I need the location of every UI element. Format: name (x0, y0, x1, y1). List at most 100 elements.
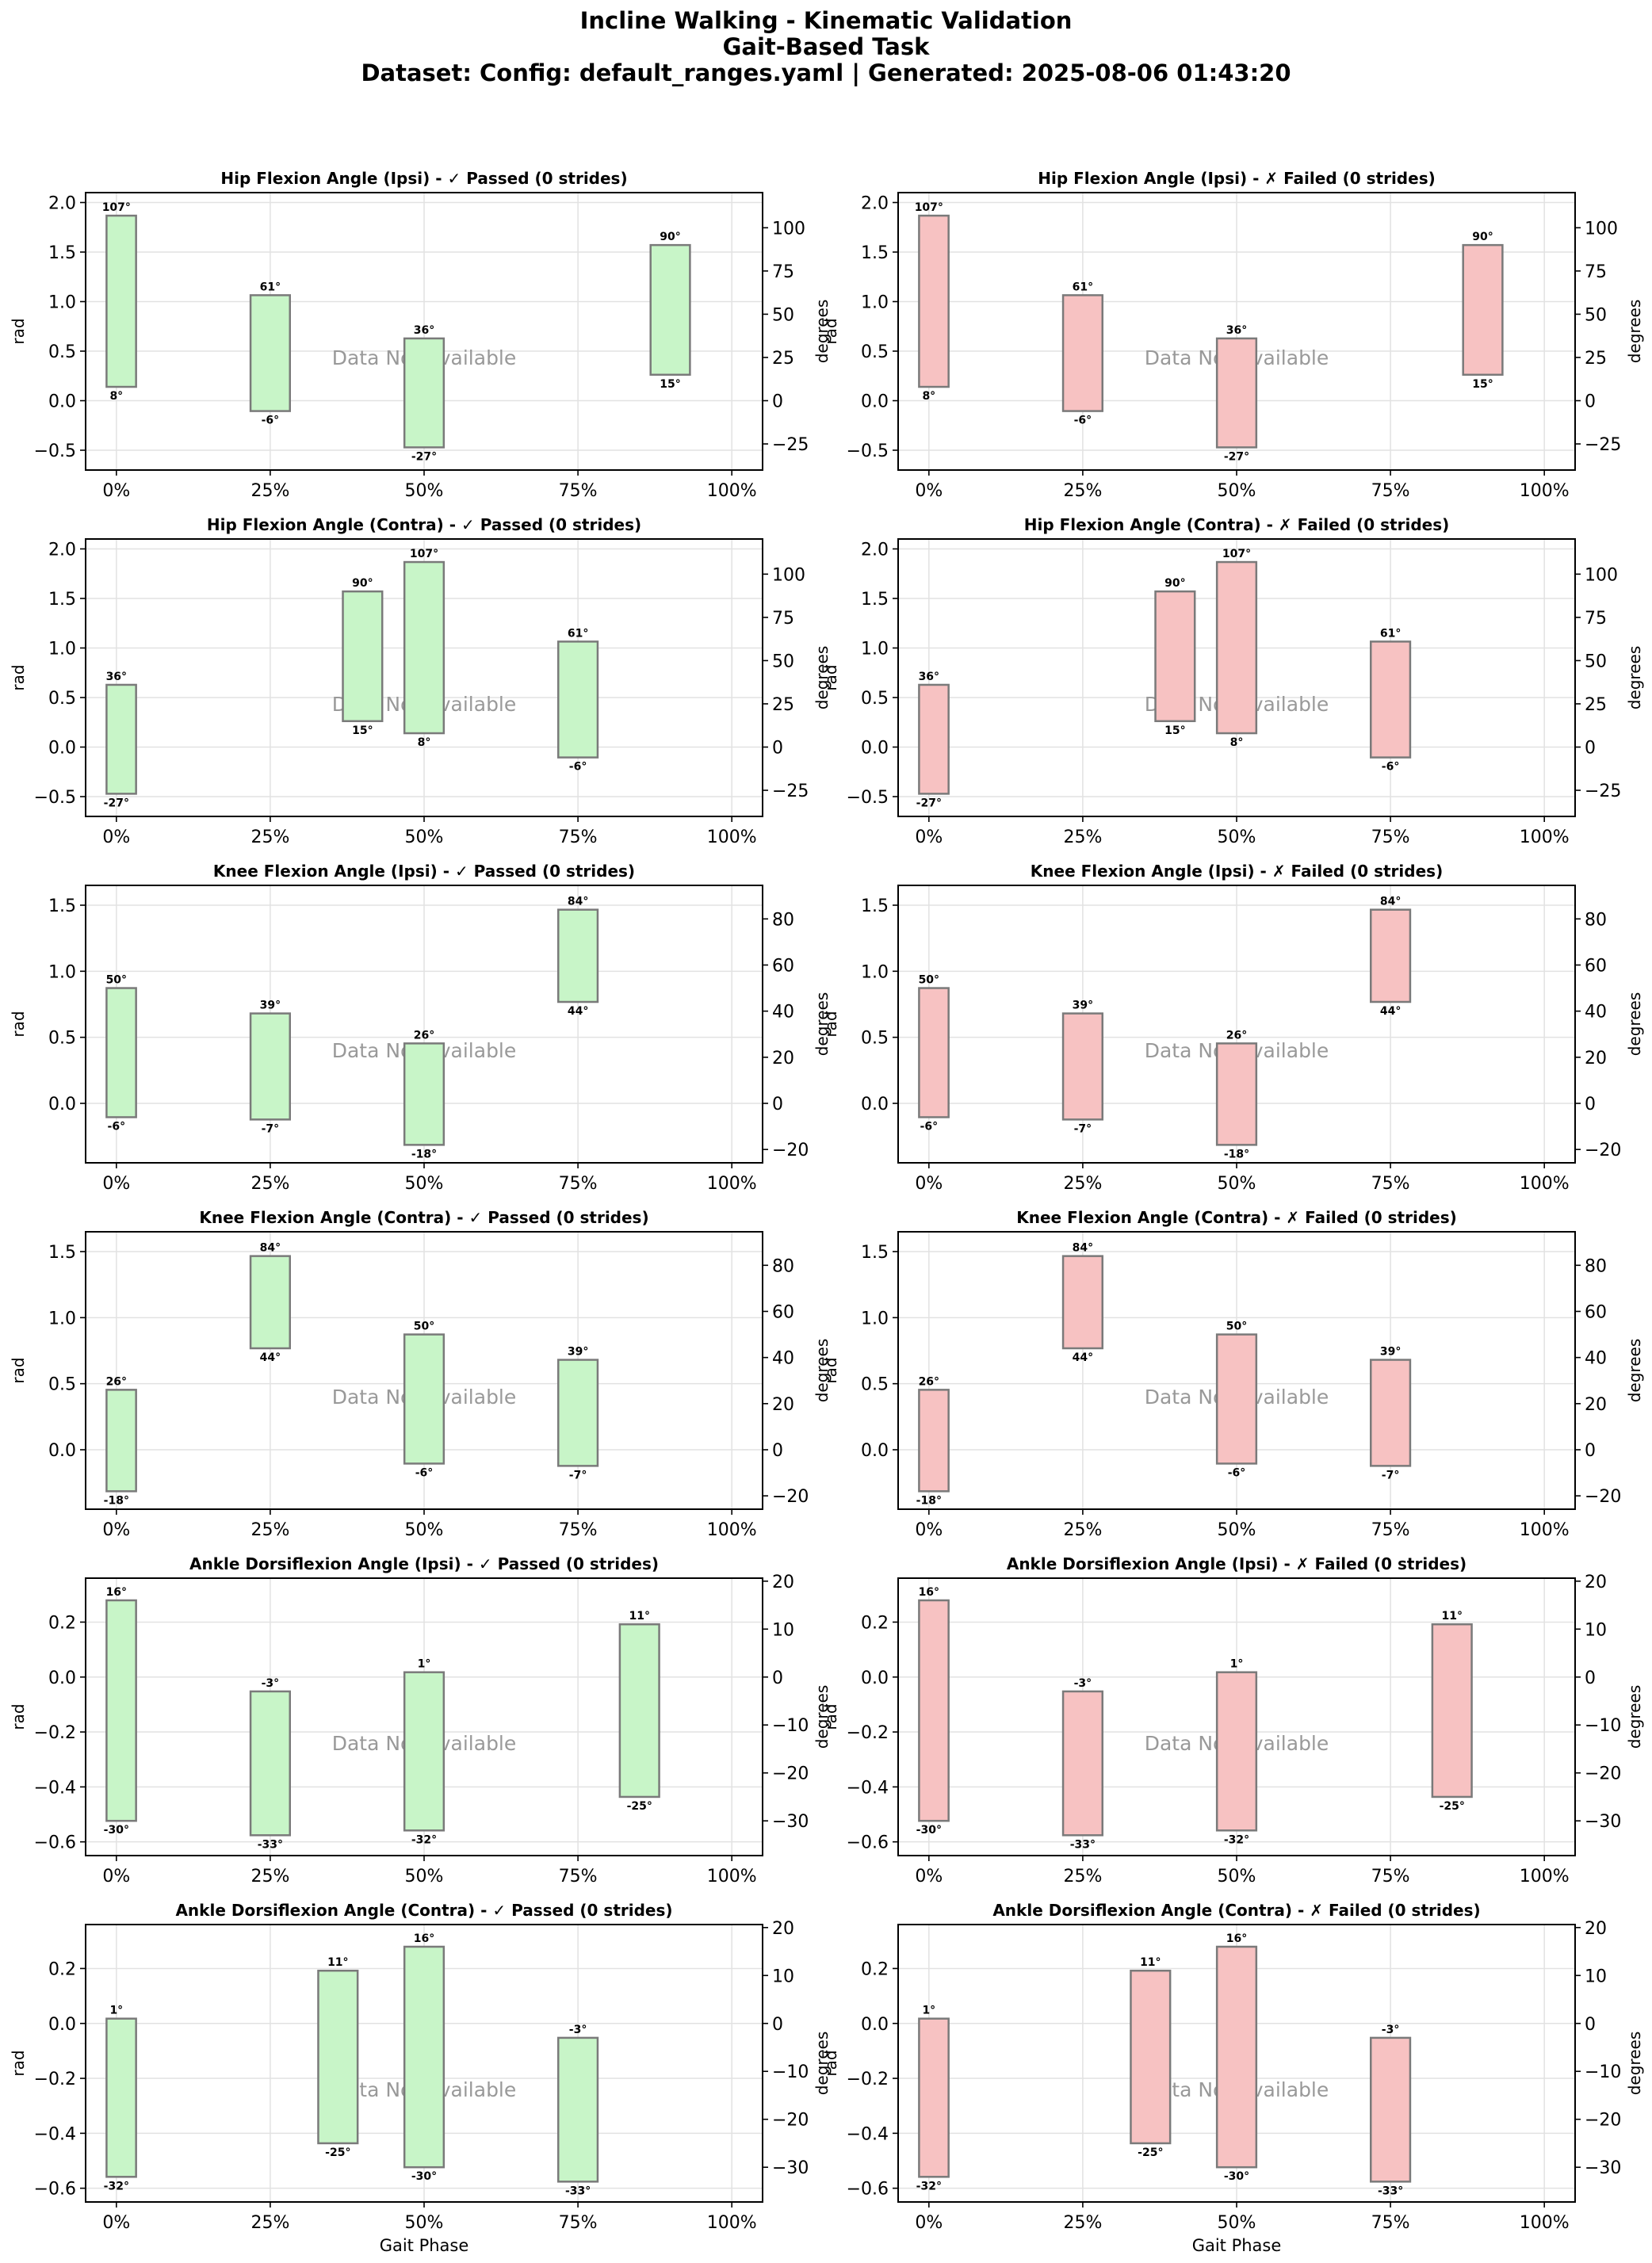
range-min-label: -6° (569, 761, 587, 774)
y-tick-label: 2.0 (48, 194, 76, 214)
x-tick-label: 25% (250, 1867, 289, 1886)
y-tick-label: −0.6 (34, 2180, 76, 2200)
x-tick-label: 50% (1218, 481, 1256, 501)
deg-tick-label: 20 (1585, 1395, 1607, 1415)
range-min-label: -27° (1224, 450, 1249, 463)
range-max-label: 16° (414, 1932, 434, 1945)
subplot-title: Hip Flexion Angle (Contra) - ✗ Failed (0… (1024, 515, 1450, 534)
x-tick-label: 0% (102, 2213, 130, 2233)
range-max-label: 84° (1380, 896, 1401, 908)
range-box (1061, 1255, 1104, 1350)
range-max-label: 36° (919, 671, 939, 683)
deg-tick-label: 25 (1585, 695, 1607, 715)
deg-tick-label: 40 (772, 1349, 794, 1369)
x-tick-label: 75% (559, 828, 598, 847)
deg-tick-label: −20 (1585, 2111, 1621, 2131)
range-max-label: 39° (568, 1346, 588, 1359)
x-tick-label: 25% (250, 828, 289, 847)
range-min-label: -30° (916, 1824, 942, 1837)
range-max-label: 61° (1380, 627, 1401, 640)
y-axis-label: rad (821, 1357, 840, 1383)
y-tick-label: 1.5 (48, 1243, 76, 1263)
y-axis-label: rad (9, 318, 28, 344)
range-box (618, 1623, 660, 1799)
y-tick-label: 0.0 (48, 2015, 76, 2035)
subplot-title: Knee Flexion Angle (Ipsi) - ✗ Failed (0 … (1031, 862, 1443, 881)
x-tick-label: 25% (1063, 1174, 1102, 1194)
subplot-title: Hip Flexion Angle (Contra) - ✓ Passed (0… (207, 515, 641, 534)
y-tick-label: 0.5 (861, 689, 889, 709)
y-tick-label: 0.5 (861, 1375, 889, 1395)
subplot-6: Knee Flexion Angle (Ipsi) - ✗ Failed (0 … (821, 862, 1644, 1194)
range-max-label: 11° (327, 1956, 348, 1969)
deg-tick-label: 75 (1585, 262, 1607, 282)
figure-title-line3: Dataset: Config: default_ranges.yaml | G… (361, 59, 1291, 86)
y-tick-label: 0.0 (48, 392, 76, 412)
range-max-label: 39° (1073, 1000, 1093, 1012)
y-tick-label: 0.5 (861, 342, 889, 362)
subplot-title: Ankle Dorsiflexion Angle (Contra) - ✓ Pa… (175, 1901, 672, 1920)
range-box (317, 1969, 359, 2145)
range-min-label: -18° (916, 1494, 942, 1507)
range-min-label: -32° (104, 2180, 129, 2192)
y-tick-label: −0.5 (34, 442, 76, 461)
range-min-label: -18° (411, 1148, 437, 1160)
range-max-label: 50° (106, 974, 127, 987)
range-max-label: 26° (1226, 1029, 1247, 1042)
x-tick-label: 50% (405, 2213, 444, 2233)
x-tick-label: 0% (102, 1174, 130, 1194)
x-tick-label: 50% (1218, 1867, 1256, 1886)
y-tick-label: 0.0 (48, 1441, 76, 1461)
y-tick-label: −0.4 (34, 2124, 76, 2144)
range-box (249, 1255, 292, 1350)
deg-tick-label: 50 (772, 652, 794, 671)
range-max-label: 11° (629, 1610, 649, 1623)
range-box (649, 243, 691, 377)
deg-tick-label: −30 (772, 1812, 809, 1832)
deg-tick-label: 100 (1585, 565, 1618, 585)
y-tick-label: −0.4 (34, 1778, 76, 1798)
range-max-label: 1° (418, 1658, 431, 1671)
x-tick-label: 25% (1063, 1520, 1102, 1540)
x-tick-label: 25% (1063, 828, 1102, 847)
range-max-label: -3° (262, 1677, 280, 1690)
range-max-label: 26° (106, 1375, 127, 1388)
y-tick-label: 0.0 (861, 739, 889, 759)
range-min-label: -6° (1228, 1466, 1246, 1479)
deg-tick-label: −30 (772, 2158, 809, 2178)
range-min-label: -7° (1074, 1122, 1092, 1135)
y-tick-label: 1.5 (48, 590, 76, 610)
deg-tick-label: 20 (1585, 1919, 1607, 1939)
y-axis-label: rad (9, 2050, 28, 2076)
x-tick-label: 0% (915, 828, 943, 847)
y2-axis-label: degrees (813, 1339, 832, 1403)
y-tick-label: 0.2 (861, 1959, 889, 1979)
subplot-title: Ankle Dorsiflexion Angle (Ipsi) - ✗ Fail… (1007, 1554, 1467, 1573)
range-min-label: -6° (1074, 415, 1092, 427)
y-tick-label: 0.5 (48, 342, 76, 362)
range-box (1215, 1671, 1258, 1832)
range-min-label: 8° (418, 736, 431, 749)
y-tick-label: 0.2 (48, 1959, 76, 1979)
x-tick-label: 100% (1520, 1867, 1570, 1886)
y2-axis-label: degrees (813, 300, 832, 364)
subplot-7: Knee Flexion Angle (Contra) - ✓ Passed (… (9, 1208, 832, 1540)
subplot-2: Hip Flexion Angle (Ipsi) - ✗ Failed (0 s… (821, 169, 1644, 501)
x-tick-label: 100% (1520, 481, 1570, 501)
y-axis-label: rad (9, 1703, 28, 1730)
y-tick-label: 0.2 (48, 1613, 76, 1633)
y-tick-label: 1.5 (48, 243, 76, 263)
x-tick-label: 75% (1371, 2213, 1410, 2233)
subplot-10: Ankle Dorsiflexion Angle (Ipsi) - ✗ Fail… (821, 1554, 1644, 1886)
deg-tick-label: 75 (772, 609, 794, 629)
y-axis-label: rad (821, 2050, 840, 2076)
y-axis-label: rad (821, 1703, 840, 1730)
deg-tick-label: 25 (772, 695, 794, 715)
range-max-label: 90° (660, 231, 680, 243)
y-axis-label: rad (821, 1011, 840, 1037)
x-tick-label: 0% (102, 1520, 130, 1540)
range-max-label: 90° (1164, 577, 1185, 590)
range-min-label: 44° (1073, 1351, 1093, 1364)
figure-title-line1: Incline Walking - Kinematic Validation (579, 7, 1073, 34)
